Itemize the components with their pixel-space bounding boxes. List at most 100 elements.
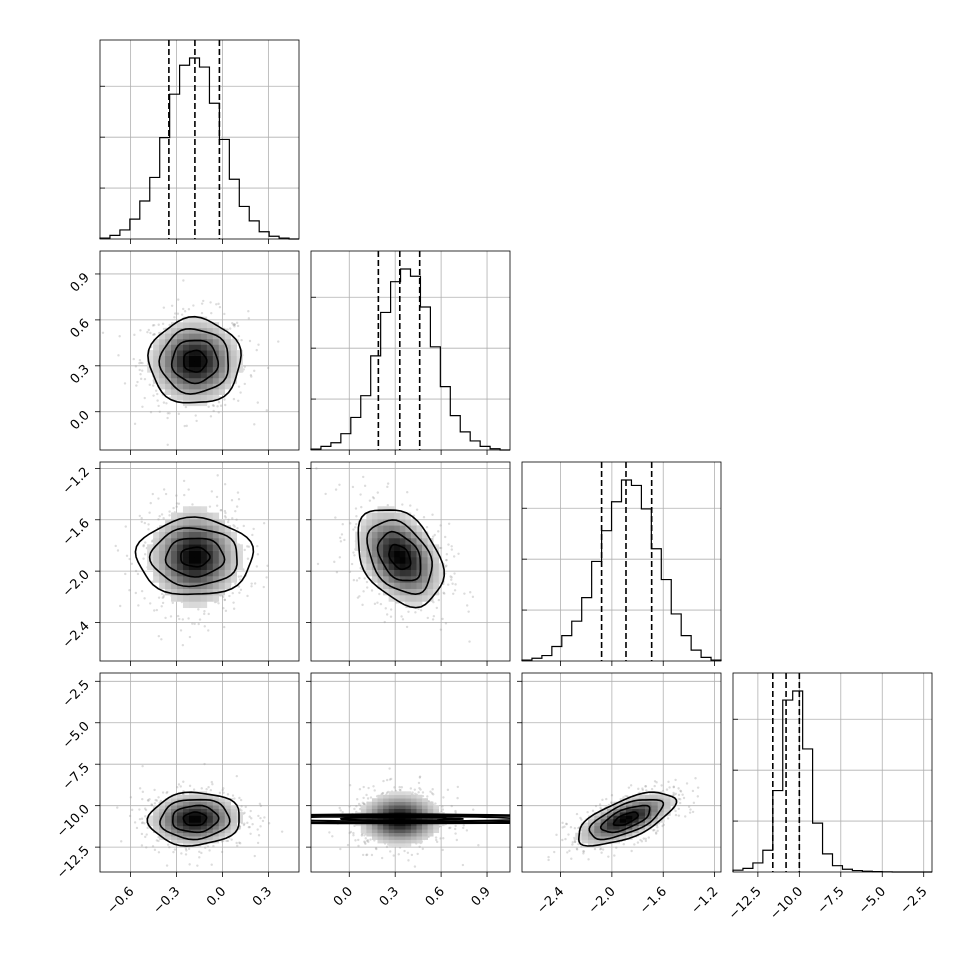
sample-point xyxy=(442,591,445,595)
density-bin xyxy=(410,829,417,834)
density-bin xyxy=(371,801,378,806)
sample-point xyxy=(339,847,342,851)
sample-point xyxy=(266,366,270,370)
sample-point xyxy=(153,332,156,336)
sample-point xyxy=(679,790,683,793)
density-bin xyxy=(224,569,232,577)
density-bin xyxy=(153,569,160,577)
density-bin xyxy=(171,836,178,840)
sample-point xyxy=(151,324,155,327)
density-bin xyxy=(194,366,202,373)
density-bin xyxy=(371,557,378,564)
density-bin xyxy=(200,372,208,379)
sample-point xyxy=(681,793,684,796)
density-bin xyxy=(194,531,202,539)
sample-point xyxy=(139,329,142,332)
density-bin xyxy=(360,544,367,551)
sample-point xyxy=(225,839,228,843)
density-bin xyxy=(410,836,417,840)
density-bin xyxy=(159,338,166,345)
sample-point xyxy=(461,863,465,867)
sample-point xyxy=(445,552,449,556)
density-bin xyxy=(165,372,172,379)
density-bin xyxy=(383,829,389,834)
sample-point xyxy=(226,328,229,331)
y-tick-label: −1.2 xyxy=(60,465,93,498)
sample-point xyxy=(237,385,241,388)
density-bin xyxy=(422,808,428,813)
density-bin xyxy=(427,805,434,809)
sample-point xyxy=(346,843,350,847)
sample-point xyxy=(265,409,269,412)
sample-point xyxy=(472,808,475,811)
contour-2sigma xyxy=(577,791,678,847)
sample-point xyxy=(155,608,159,612)
density-bin xyxy=(600,832,608,837)
density-bin xyxy=(371,798,378,802)
sample-point xyxy=(677,807,680,811)
density-bin xyxy=(230,350,237,356)
density-bin xyxy=(422,582,428,590)
density-bin xyxy=(383,805,389,809)
density-bin xyxy=(438,822,445,827)
sample-point xyxy=(696,795,700,798)
sample-point xyxy=(385,613,389,616)
sample-point xyxy=(405,625,409,629)
sample-point xyxy=(134,569,138,573)
density-bin xyxy=(182,843,190,847)
x-tick-label: −1.6 xyxy=(637,884,670,917)
sample-point xyxy=(159,799,163,803)
sample-point xyxy=(256,841,260,845)
sample-point xyxy=(331,835,334,838)
density-bin xyxy=(427,801,434,806)
sample-point xyxy=(128,557,131,561)
sample-point xyxy=(210,863,213,866)
sample-point xyxy=(386,485,389,489)
panel-hist-0 xyxy=(99,39,300,240)
density-bin xyxy=(218,815,226,820)
x-tick-label: −10.0 xyxy=(767,884,806,923)
y-tick-label: 0.3 xyxy=(68,362,93,387)
density-bin xyxy=(416,588,423,596)
sample-point xyxy=(661,824,664,828)
sample-point xyxy=(143,521,147,525)
density-bin xyxy=(427,563,434,570)
density-bin xyxy=(405,791,412,796)
density-bin xyxy=(625,829,633,834)
density-bin xyxy=(394,839,401,844)
sample-point xyxy=(438,546,441,550)
sample-point xyxy=(246,557,250,560)
sample-point xyxy=(116,549,120,552)
sample-point xyxy=(168,510,171,513)
sample-point xyxy=(361,801,365,805)
density-bin xyxy=(212,361,220,368)
density-bin xyxy=(230,829,237,834)
density-bin xyxy=(188,812,196,816)
x-tick-label: −0.6 xyxy=(105,884,138,917)
sample-point xyxy=(172,850,175,854)
sample-point xyxy=(232,524,235,527)
sample-point xyxy=(417,607,420,610)
sample-point xyxy=(168,514,171,517)
density-bin xyxy=(159,805,166,809)
density-bin xyxy=(625,808,633,813)
x-tick-label: 0.3 xyxy=(377,884,402,909)
sample-point xyxy=(360,833,364,836)
sample-point xyxy=(367,786,370,790)
density-bin xyxy=(165,812,172,816)
density-bin xyxy=(377,839,384,844)
density-bin xyxy=(206,832,214,837)
sample-point xyxy=(358,576,361,580)
density-bin xyxy=(405,537,412,545)
density-bin xyxy=(377,808,384,813)
density-bin xyxy=(200,808,208,813)
sample-point xyxy=(359,493,362,496)
density-bin xyxy=(153,338,160,345)
sample-point xyxy=(138,514,141,518)
sample-point xyxy=(238,808,242,811)
density-bin xyxy=(218,825,226,830)
density-bin xyxy=(188,531,196,539)
density-bin xyxy=(165,350,172,356)
sample-point xyxy=(152,323,156,327)
density-bin xyxy=(176,372,184,379)
